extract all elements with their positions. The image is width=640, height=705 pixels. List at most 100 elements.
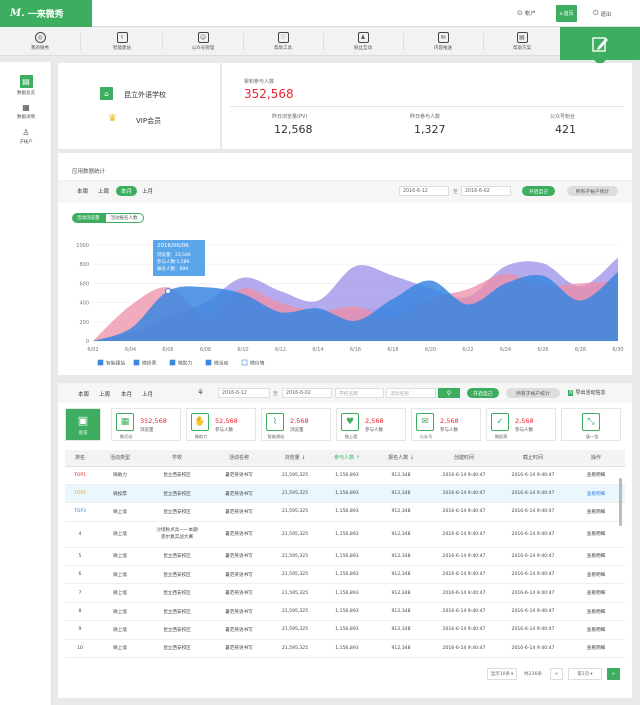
table-cell: 2016-6-14 9:40:47: [499, 466, 567, 485]
col-header-5[interactable]: 参与人数 ↑: [321, 450, 373, 467]
t-period-this-week[interactable]: 本周: [78, 392, 90, 398]
chart-tab-signups[interactable]: 活动报名人数: [104, 213, 144, 223]
pager-current[interactable]: 第1页 ▾: [568, 668, 602, 680]
nav-edit-active[interactable]: [560, 27, 640, 60]
period-last-week[interactable]: 上周: [98, 189, 110, 195]
view-detail-link[interactable]: 查看明细: [567, 639, 625, 659]
per-page-select[interactable]: 显示10条 ▾: [487, 668, 517, 680]
legend-entry[interactable]: 智能建站: [106, 360, 125, 367]
nav-label-0: 我的微秀: [31, 46, 49, 51]
summary-glyph-4: ♥: [345, 416, 355, 427]
y-tick-label: 1000: [76, 243, 89, 249]
view-detail-link[interactable]: 查看明细: [567, 547, 625, 567]
chart-tab-views[interactable]: 活动浏览量: [72, 213, 105, 223]
summary-card-3[interactable]: ⌇ 智能建站 2,568 浏览量: [261, 408, 331, 441]
nav-item-3[interactable]: ♡ 帮助工具: [253, 27, 313, 56]
table-cell: 暑范英语书写: [209, 602, 269, 622]
col-header-4[interactable]: 浏览量 ↓: [269, 450, 321, 467]
t-period-last-month[interactable]: 上月: [142, 392, 154, 398]
activity-search-input[interactable]: 活动名称: [386, 388, 436, 398]
sidebar-item-2[interactable]: ♙ 子帐户: [0, 128, 52, 145]
col-header-9[interactable]: 操作: [567, 450, 625, 467]
table-scrollbar[interactable]: [619, 478, 622, 526]
table-cell: 21,595,325: [269, 620, 321, 640]
sidebar-item-1[interactable]: ▦ 数据详情: [0, 103, 52, 120]
date-from-input[interactable]: 2016-6-12: [399, 186, 449, 196]
t-period-last-week[interactable]: 上周: [99, 392, 111, 398]
col-header-8[interactable]: 截止时间: [499, 450, 567, 467]
legend-entry[interactable]: 微信墙: [250, 360, 265, 367]
view-detail-link[interactable]: 查看明细: [567, 484, 625, 504]
nav-item-0[interactable]: ◎ 我的微秀: [10, 27, 70, 56]
school-search-input[interactable]: 学校名称: [335, 388, 384, 398]
table-cell: 912,348: [373, 521, 429, 548]
legend-entry[interactable]: 微投票: [142, 360, 157, 367]
nav-item-6[interactable]: ▤ 帮助方案: [492, 27, 552, 56]
col-header-2[interactable]: 学校: [145, 450, 209, 467]
summary-card-5[interactable]: ✉ 公众号 2,568 参与人数: [411, 408, 481, 441]
col-header-0[interactable]: 排名: [65, 450, 95, 467]
summary-card-0[interactable]: ▣ 总览: [65, 408, 101, 441]
nav-item-1[interactable]: ⌇ 智能建站: [92, 27, 152, 56]
legend-checkbox[interactable]: [133, 359, 140, 366]
summary-label-3: 智能建站: [267, 433, 285, 439]
legend-checkbox[interactable]: [169, 359, 176, 366]
x-tick-label: 6/28: [575, 347, 586, 353]
col-header-3[interactable]: 活动名称: [209, 450, 269, 467]
sidebar-item-0[interactable]: ▤ 数据总览: [0, 75, 52, 96]
date-to-input[interactable]: 2016-6-02: [461, 186, 511, 196]
table-cell: 21,595,325: [269, 547, 321, 567]
summary-card-7[interactable]: ⤡ 填一览: [561, 408, 621, 441]
sub-accounts-button[interactable]: 所有子帐户统计: [567, 186, 618, 196]
col-header-6[interactable]: 报名人数 ↓: [373, 450, 429, 467]
y-tick-label: 200: [79, 320, 89, 326]
summary-card-2[interactable]: ✋ 微助力 52,568 参与人数: [186, 408, 256, 441]
t-date-to-input[interactable]: 2016-6-02: [282, 388, 332, 398]
summary-card-6[interactable]: ✓ 微投票 2,568 参与人数: [486, 408, 556, 441]
summary-sub-2: 参与人数: [215, 427, 233, 433]
legend-checkbox[interactable]: [205, 359, 212, 366]
col-header-7[interactable]: 创建时间: [429, 450, 499, 467]
nav-item-5[interactable]: ✉ 内容推送: [413, 27, 473, 56]
view-detail-link[interactable]: 查看明细: [567, 620, 625, 640]
top-bar: [92, 0, 640, 27]
period-this-month[interactable]: 本月: [116, 186, 138, 196]
legend-checkbox[interactable]: [241, 359, 248, 366]
view-detail-link[interactable]: 查看明细: [567, 583, 625, 603]
nav-item-2[interactable]: ☺ 公众号管理: [173, 27, 233, 56]
view-detail-link[interactable]: 查看明细: [567, 502, 625, 522]
search-button[interactable]: ⚲: [438, 388, 460, 398]
pager-next[interactable]: >: [607, 668, 620, 680]
summary-label-6: 微投票: [494, 433, 508, 439]
summary-card-4[interactable]: ♥ 微上墙 2,568 参与人数: [336, 408, 406, 441]
table-cell: 微上墙: [95, 639, 145, 659]
t-sub-accounts-button[interactable]: 所有子帐户统计: [506, 388, 560, 398]
table-cell: 5: [65, 547, 95, 567]
open-self-button[interactable]: 开启自己: [522, 186, 555, 196]
period-last-month[interactable]: 上月: [142, 189, 154, 195]
legend-entry[interactable]: 微活动: [214, 360, 229, 367]
legend-entry[interactable]: 微助力: [178, 360, 193, 367]
view-detail-link[interactable]: 查看明细: [567, 521, 625, 548]
brand-logo[interactable]: M. 一来微秀: [0, 0, 92, 27]
home-button[interactable]: ⌂ 首页: [556, 5, 577, 22]
summary-card-1[interactable]: ▦ 微活动 352,568 浏览量: [111, 408, 181, 441]
logout-link[interactable]: ⏻ 退出: [593, 9, 612, 18]
pager-prev[interactable]: <: [550, 668, 563, 680]
col-header-1[interactable]: 活动类型: [95, 450, 145, 467]
nav-item-4[interactable]: ♟ 粉丝互动: [333, 27, 393, 56]
t-date-from-input[interactable]: 2016-6-12: [218, 388, 270, 398]
account-label: 帐户: [524, 11, 536, 17]
view-detail-link[interactable]: 查看明细: [567, 565, 625, 585]
view-detail-link[interactable]: 查看明细: [567, 602, 625, 622]
legend-checkbox[interactable]: [97, 359, 104, 366]
table-cell: 暑范英语书写: [209, 521, 269, 548]
export-link[interactable]: X 导出活动信息: [568, 389, 605, 396]
table-cell: 暑范英语书写: [209, 547, 269, 567]
t-period-this-month[interactable]: 本月: [121, 392, 133, 398]
account-link[interactable]: ⊙ 帐户: [517, 9, 536, 17]
tooltip-point[interactable]: [165, 288, 171, 295]
view-detail-link[interactable]: 查看明细: [567, 466, 625, 485]
t-open-self-button[interactable]: 开启自己: [467, 388, 499, 398]
period-this-week[interactable]: 本周: [77, 189, 89, 195]
